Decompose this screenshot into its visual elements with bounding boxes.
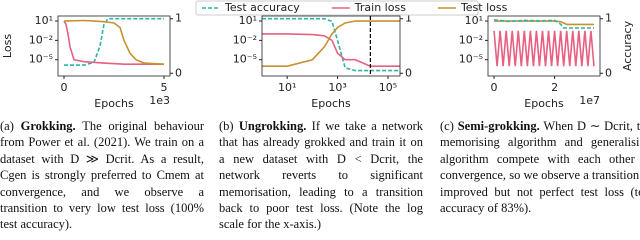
page: 10¹ 10⁻² 10⁻⁵ 0 1 0 5 Epochs 1e3 Loss 10¹ 10⁻² 10⁻⁵ 0… — [0, 0, 640, 232]
y2-tick-label: 1 — [605, 12, 612, 25]
caption-text: The original behaviour from Power et al.… — [0, 119, 205, 232]
series-line — [63, 20, 164, 66]
y2-tick-label: 1 — [405, 12, 412, 25]
y-tick-label: 10⁻² — [233, 33, 257, 46]
x-axis-label: Epochs — [94, 97, 134, 110]
y2-tick-label: 0 — [405, 66, 412, 79]
y2-tick-label: 0 — [175, 66, 182, 79]
caption-title: Grokking. — [20, 119, 76, 133]
caption-label: (a) — [0, 119, 14, 133]
legend-label: Test accuracy — [224, 1, 300, 14]
caption-label: (c) — [440, 119, 454, 133]
y2-tick-label: 0 — [605, 66, 612, 79]
series-line — [262, 20, 400, 67]
caption: (b) Ungrokking. If we take a network tha… — [219, 118, 423, 233]
x-tick-label: 0 — [61, 81, 68, 94]
y-tick-label: 10⁻² — [459, 33, 483, 46]
x-offset-label: 1e3 — [149, 94, 170, 107]
legend-label: Test loss — [460, 1, 508, 14]
caption-label: (b) — [219, 119, 234, 133]
caption-title: Ungrokking. — [238, 119, 307, 133]
y2-tick-label: 1 — [175, 12, 182, 25]
y-tick-label: 10⁻² — [29, 33, 53, 46]
series-line — [63, 19, 165, 66]
y2-axis-label: Accuracy — [621, 20, 634, 71]
x-tick-label: 10⁵ — [379, 81, 397, 94]
y-tick-label: 10¹ — [35, 14, 53, 27]
series-line — [262, 17, 400, 72]
x-tick-label: 10¹ — [278, 81, 296, 94]
plot-frame — [261, 15, 401, 77]
x-offset-label: 1e7 — [579, 94, 600, 107]
series-line — [262, 33, 400, 67]
series-line — [493, 30, 595, 67]
caption-text: When D ∼ Dcrit, the memorising algorithm… — [440, 119, 640, 216]
plot-frame — [487, 15, 601, 77]
plot-frame — [57, 15, 171, 77]
caption-title: Semi-grokking. — [457, 119, 540, 133]
x-axis-label: Epochs — [524, 97, 564, 110]
x-axis-label: Epochs — [311, 97, 351, 110]
caption: (c) Semi-grokking. When D ∼ Dcrit, the m… — [440, 118, 640, 216]
caption: (a) Grokking. The original behaviour fro… — [0, 118, 204, 233]
x-tick-label: 10³ — [328, 81, 346, 94]
y-tick-label: 10¹ — [239, 14, 257, 27]
legend-label: Train loss — [354, 1, 406, 14]
x-tick-label: 0 — [491, 81, 498, 94]
y-tick-label: 10⁻⁵ — [29, 53, 53, 66]
caption-text: If we take a network that has already gr… — [219, 119, 423, 232]
y-tick-label: 10¹ — [465, 14, 483, 27]
y-axis-label: Loss — [1, 34, 14, 58]
y-tick-label: 10⁻⁵ — [233, 53, 257, 66]
series-line — [64, 17, 164, 66]
series-line — [493, 19, 594, 29]
y-tick-label: 10⁻⁵ — [459, 53, 483, 66]
x-tick-label: 5 — [161, 81, 168, 94]
x-tick-label: 2 — [551, 81, 558, 94]
